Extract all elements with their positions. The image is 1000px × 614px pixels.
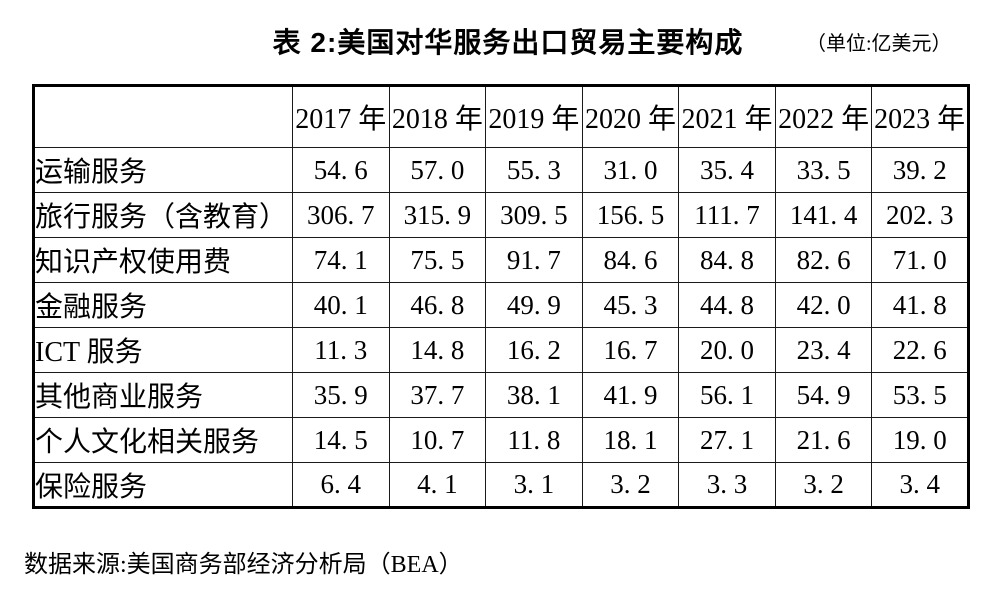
value-cell: 11. 3 — [292, 327, 390, 373]
value-cell: 315. 9 — [388, 192, 487, 238]
value-cell: 33. 5 — [774, 147, 873, 193]
table-row: 运输服务 54. 6 57. 0 55. 3 31. 0 35. 4 33. 5 39. 2 — [33, 147, 969, 193]
corner-cell — [33, 85, 293, 148]
column-header-year: 2021 年 — [678, 85, 776, 148]
value-cell: 14. 5 — [292, 417, 390, 463]
value-cell: 56. 1 — [678, 372, 776, 418]
value-cell: 71. 0 — [871, 237, 969, 283]
row-label: 保险服务 — [33, 462, 293, 508]
value-cell: 309. 5 — [485, 192, 583, 238]
value-cell: 3. 1 — [485, 462, 583, 508]
table-row: 其他商业服务 35. 9 37. 7 38. 1 41. 9 56. 1 54. 9 53. … — [33, 372, 969, 418]
value-cell: 41. 8 — [871, 282, 969, 328]
value-cell: 54. 6 — [292, 147, 390, 193]
source-note: 数据来源:美国商务部经济分析局（BEA） — [24, 552, 463, 578]
row-label: 旅行服务（含教育） — [33, 192, 293, 238]
value-cell: 40. 1 — [292, 282, 390, 328]
data-table: 2017 年 2018 年 2019 年 2020 年 2021 年 2022 年 2023… — [32, 84, 970, 509]
value-cell: 84. 8 — [678, 237, 776, 283]
value-cell: 6. 4 — [292, 462, 390, 508]
value-cell: 19. 0 — [871, 417, 969, 463]
value-cell: 54. 9 — [774, 372, 873, 418]
value-cell: 141. 4 — [774, 192, 873, 238]
row-label: ICT 服务 — [33, 327, 293, 373]
value-cell: 16. 7 — [581, 327, 680, 373]
value-cell: 10. 7 — [388, 417, 487, 463]
row-label: 知识产权使用费 — [33, 237, 293, 283]
value-cell: 45. 3 — [581, 282, 680, 328]
value-cell: 39. 2 — [871, 147, 969, 193]
value-cell: 3. 2 — [774, 462, 873, 508]
value-cell: 57. 0 — [388, 147, 487, 193]
value-cell: 75. 5 — [388, 237, 487, 283]
table-title: 表 2:美国对华服务出口贸易主要构成 — [272, 27, 744, 58]
column-header-year: 2020 年 — [581, 85, 680, 148]
row-label: 金融服务 — [33, 282, 293, 328]
value-cell: 3. 2 — [581, 462, 680, 508]
value-cell: 44. 8 — [678, 282, 776, 328]
row-label: 运输服务 — [33, 147, 293, 193]
value-cell: 20. 0 — [678, 327, 776, 373]
value-cell: 22. 6 — [871, 327, 969, 373]
value-cell: 41. 9 — [581, 372, 680, 418]
table-head: 2017 年 2018 年 2019 年 2020 年 2021 年 2022 年 2023… — [33, 85, 969, 148]
value-cell: 156. 5 — [581, 192, 680, 238]
table-row: 知识产权使用费 74. 1 75. 5 91. 7 84. 6 84. 8 82. 6 71.… — [33, 237, 969, 283]
value-cell: 35. 4 — [678, 147, 776, 193]
value-cell: 35. 9 — [292, 372, 390, 418]
column-header-year: 2023 年 — [871, 85, 969, 148]
unit-note: （单位:亿美元） — [806, 33, 952, 55]
value-cell: 111. 7 — [678, 192, 776, 238]
value-cell: 23. 4 — [774, 327, 873, 373]
value-cell: 3. 4 — [871, 462, 969, 508]
value-cell: 16. 2 — [485, 327, 583, 373]
value-cell: 27. 1 — [678, 417, 776, 463]
value-cell: 37. 7 — [388, 372, 487, 418]
value-cell: 14. 8 — [388, 327, 487, 373]
column-header-year: 2019 年 — [485, 85, 583, 148]
value-cell: 3. 3 — [678, 462, 776, 508]
table-header-row: 2017 年 2018 年 2019 年 2020 年 2021 年 2022 年 2023… — [33, 85, 969, 148]
value-cell: 42. 0 — [774, 282, 873, 328]
column-header-year: 2022 年 — [774, 85, 873, 148]
value-cell: 31. 0 — [581, 147, 680, 193]
value-cell: 4. 1 — [388, 462, 487, 508]
value-cell: 49. 9 — [485, 282, 583, 328]
value-cell: 84. 6 — [581, 237, 680, 283]
value-cell: 55. 3 — [485, 147, 583, 193]
row-label: 个人文化相关服务 — [33, 417, 293, 463]
value-cell: 53. 5 — [871, 372, 969, 418]
column-header-year: 2018 年 — [388, 85, 487, 148]
column-header-year: 2017 年 — [292, 85, 390, 148]
value-cell: 38. 1 — [485, 372, 583, 418]
value-cell: 74. 1 — [292, 237, 390, 283]
value-cell: 82. 6 — [774, 237, 873, 283]
value-cell: 18. 1 — [581, 417, 680, 463]
value-cell: 11. 8 — [485, 417, 583, 463]
value-cell: 21. 6 — [774, 417, 873, 463]
table-row: 个人文化相关服务 14. 5 10. 7 11. 8 18. 1 27. 1 21. 6 19… — [33, 417, 969, 463]
row-label: 其他商业服务 — [33, 372, 293, 418]
value-cell: 91. 7 — [485, 237, 583, 283]
table-row: ICT 服务 11. 3 14. 8 16. 2 16. 7 20. 0 23. 4 22. … — [33, 327, 969, 373]
value-cell: 306. 7 — [292, 192, 390, 238]
table-row: 金融服务 40. 1 46. 8 49. 9 45. 3 44. 8 42. 0 41. 8 — [33, 282, 969, 328]
value-cell: 46. 8 — [388, 282, 487, 328]
table-row: 保险服务 6. 4 4. 1 3. 1 3. 2 3. 3 3. 2 3. 4 — [33, 462, 969, 508]
value-cell: 202. 3 — [871, 192, 969, 238]
